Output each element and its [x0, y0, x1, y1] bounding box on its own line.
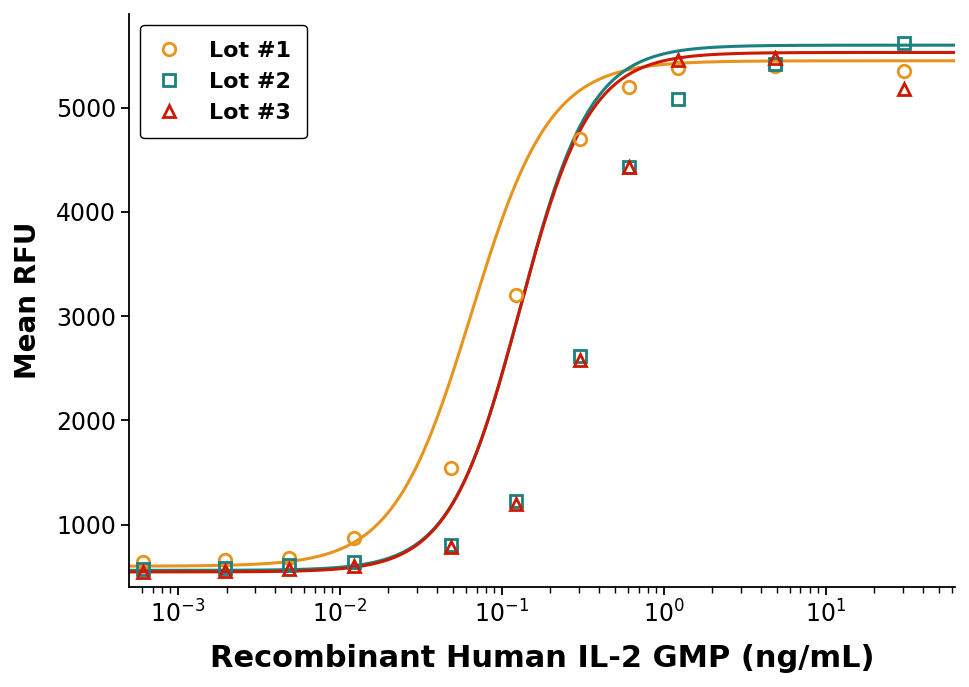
Lot #1	[898, 67, 910, 76]
Lot #2	[510, 497, 521, 505]
Lot #3	[446, 543, 457, 552]
Legend: Lot #1, Lot #2, Lot #3: Lot #1, Lot #2, Lot #3	[141, 25, 307, 138]
Lot #3	[510, 499, 521, 508]
Lot #1	[623, 82, 635, 91]
Lot #1	[672, 64, 683, 72]
Lot #2	[575, 352, 586, 360]
Lot #3	[672, 56, 683, 64]
Lot #3	[575, 356, 586, 364]
Lot #3	[138, 568, 149, 576]
Lot #2	[623, 163, 635, 171]
Lot #3	[348, 562, 359, 570]
X-axis label: Recombinant Human IL-2 GMP (ng/mL): Recombinant Human IL-2 GMP (ng/mL)	[210, 644, 874, 673]
Line: Lot #1: Lot #1	[137, 60, 910, 568]
Line: Lot #2: Lot #2	[137, 37, 910, 576]
Lot #2	[284, 561, 296, 570]
Lot #2	[898, 39, 910, 47]
Lot #2	[348, 558, 359, 566]
Lot #1	[348, 534, 359, 542]
Lot #3	[284, 565, 296, 574]
Lot #2	[219, 564, 231, 572]
Lot #2	[672, 95, 683, 104]
Lot #1	[510, 291, 521, 300]
Lot #3	[769, 54, 781, 62]
Lot #1	[219, 556, 231, 564]
Lot #3	[219, 567, 231, 576]
Lot #1	[446, 464, 457, 473]
Lot #3	[623, 163, 635, 171]
Line: Lot #3: Lot #3	[137, 52, 910, 578]
Lot #1	[138, 558, 149, 566]
Lot #3	[898, 85, 910, 93]
Lot #2	[446, 541, 457, 550]
Lot #2	[769, 60, 781, 68]
Lot #2	[138, 565, 149, 574]
Lot #1	[575, 135, 586, 143]
Lot #1	[769, 62, 781, 70]
Y-axis label: Mean RFU: Mean RFU	[14, 222, 42, 379]
Lot #1	[284, 554, 296, 562]
